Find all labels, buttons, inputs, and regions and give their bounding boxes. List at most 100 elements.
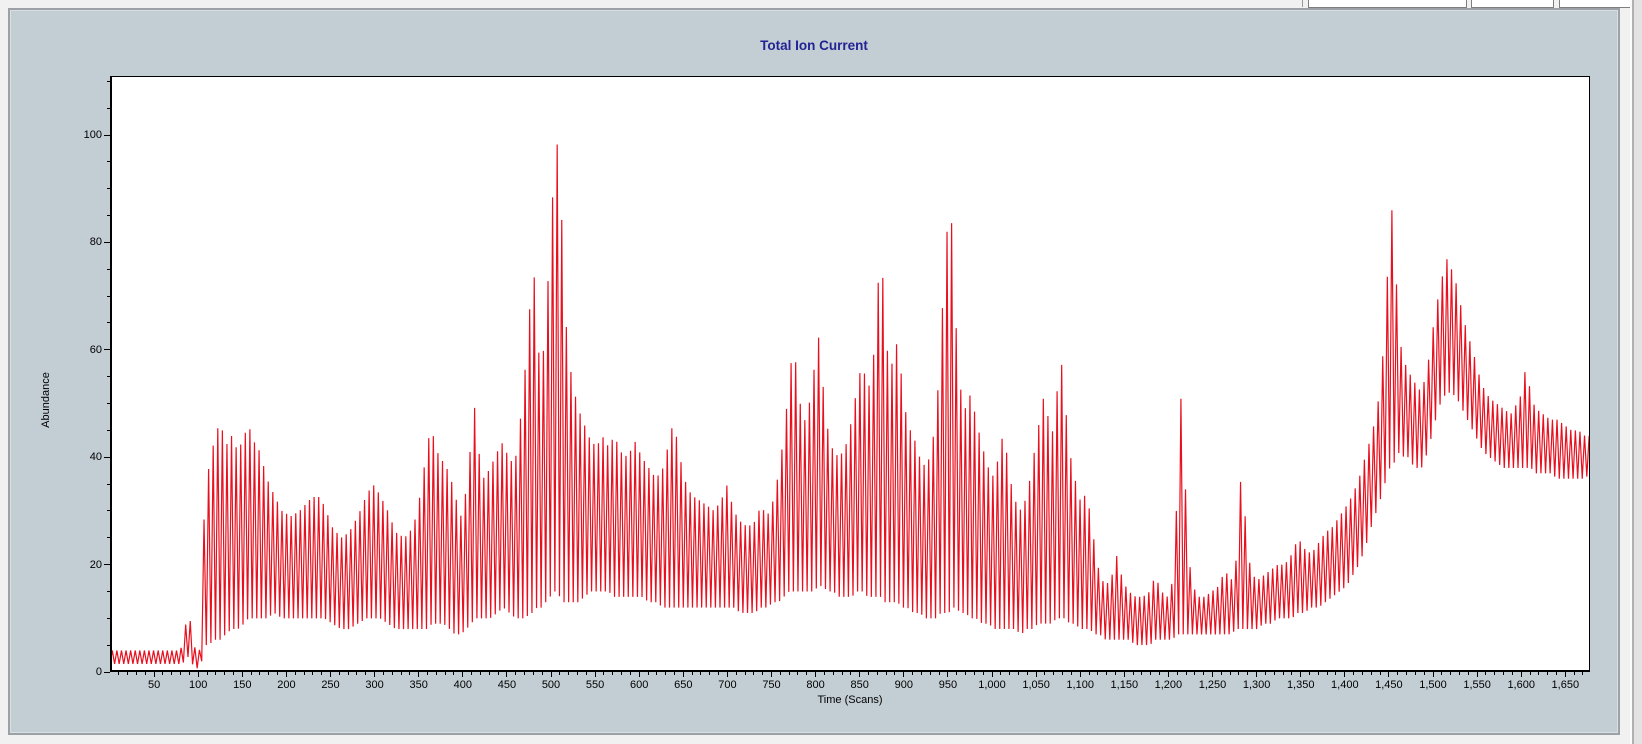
x-major-tick xyxy=(1167,672,1169,677)
x-minor-tick xyxy=(1150,672,1152,675)
x-minor-tick xyxy=(982,672,984,675)
x-tick-label: 1,650 xyxy=(1551,679,1580,691)
x-tick-label: 900 xyxy=(894,679,913,691)
x-tick-label: 700 xyxy=(718,679,737,691)
x-minor-tick xyxy=(1264,672,1266,675)
x-tick-label: 600 xyxy=(630,679,649,691)
y-tick-label: 100 xyxy=(83,129,102,142)
x-minor-tick xyxy=(1000,672,1002,675)
x-minor-tick xyxy=(232,672,234,675)
x-minor-tick xyxy=(1176,672,1178,675)
x-minor-tick xyxy=(1441,672,1443,675)
x-tick-label: 1,350 xyxy=(1286,679,1315,691)
x-minor-tick xyxy=(965,672,967,675)
x-major-tick xyxy=(638,672,640,677)
x-minor-tick xyxy=(700,672,702,675)
x-minor-tick xyxy=(215,672,217,675)
x-tick-label: 450 xyxy=(497,679,517,691)
x-minor-tick xyxy=(1458,672,1460,675)
x-minor-tick xyxy=(1026,672,1028,675)
x-major-tick xyxy=(1344,672,1346,677)
x-minor-tick xyxy=(956,672,958,675)
right-window-edge xyxy=(1630,0,1642,744)
y-minor-tick xyxy=(107,80,110,82)
x-minor-tick xyxy=(1511,672,1513,675)
y-minor-tick xyxy=(107,403,110,405)
x-tick-label: 650 xyxy=(674,679,693,691)
x-minor-tick xyxy=(1220,672,1222,675)
x-minor-tick xyxy=(400,672,402,675)
x-minor-tick xyxy=(1538,672,1540,675)
x-minor-tick xyxy=(1361,672,1363,675)
x-tick-label: 350 xyxy=(409,679,428,691)
x-minor-tick xyxy=(1406,672,1408,675)
x-minor-tick xyxy=(894,672,896,675)
x-minor-tick xyxy=(365,672,367,675)
x-minor-tick xyxy=(488,672,490,675)
x-minor-tick xyxy=(744,672,746,675)
x-minor-tick xyxy=(585,672,587,675)
x-minor-tick xyxy=(850,672,852,675)
x-major-tick xyxy=(418,672,420,677)
x-minor-tick xyxy=(709,672,711,675)
x-tick-label: 1,050 xyxy=(1022,679,1050,691)
x-tick-label: 750 xyxy=(762,679,781,691)
x-minor-tick xyxy=(321,672,323,675)
x-minor-tick xyxy=(1132,672,1134,675)
y-minor-tick xyxy=(107,510,110,512)
x-minor-tick xyxy=(144,672,146,675)
x-minor-tick xyxy=(1547,672,1549,675)
x-minor-tick xyxy=(1467,672,1469,675)
x-minor-tick xyxy=(1317,672,1319,675)
y-tick-label: 80 xyxy=(89,236,102,249)
x-major-tick xyxy=(1432,672,1434,677)
x-minor-tick xyxy=(788,672,790,675)
x-tick-label: 1,550 xyxy=(1463,679,1491,691)
plot-area[interactable] xyxy=(110,76,1590,672)
x-minor-tick xyxy=(656,672,658,675)
x-minor-tick xyxy=(1450,672,1452,675)
x-minor-tick xyxy=(938,672,940,675)
x-minor-tick xyxy=(1106,672,1108,675)
x-minor-tick xyxy=(1159,672,1161,675)
y-minor-tick xyxy=(107,107,110,109)
x-minor-tick xyxy=(1114,672,1116,675)
x-minor-tick xyxy=(303,672,305,675)
x-tick-label: 500 xyxy=(541,679,561,691)
x-minor-tick xyxy=(1185,672,1187,675)
x-minor-tick xyxy=(621,672,623,675)
x-tick-label: 1,400 xyxy=(1331,679,1359,691)
cutoff-box-2[interactable] xyxy=(1471,0,1554,8)
y-minor-tick xyxy=(107,617,110,619)
x-major-tick xyxy=(771,672,772,677)
cutoff-box-1[interactable] xyxy=(1308,0,1467,8)
x-minor-tick xyxy=(1273,672,1275,675)
x-major-tick xyxy=(1256,672,1258,677)
x-minor-tick xyxy=(135,672,137,675)
x-minor-tick xyxy=(1397,672,1399,675)
x-minor-tick xyxy=(1229,672,1231,675)
x-minor-tick xyxy=(532,672,534,675)
y-minor-tick xyxy=(107,268,110,270)
x-major-tick xyxy=(815,672,817,677)
x-minor-tick xyxy=(920,672,922,675)
x-minor-tick xyxy=(268,672,270,675)
x-minor-tick xyxy=(1326,672,1328,675)
cutoff-box-3[interactable] xyxy=(1559,0,1642,8)
x-minor-tick xyxy=(885,672,887,675)
y-minor-tick xyxy=(107,295,110,297)
x-minor-tick xyxy=(1238,672,1240,675)
x-minor-tick xyxy=(1062,672,1064,675)
x-tick-label: 1,600 xyxy=(1507,679,1535,691)
x-major-tick xyxy=(1476,672,1478,677)
y-major-tick xyxy=(104,671,110,673)
y-minor-tick xyxy=(107,215,110,217)
x-minor-tick xyxy=(1282,672,1284,675)
x-major-tick xyxy=(1123,672,1125,677)
x-minor-tick xyxy=(162,672,164,675)
x-minor-tick xyxy=(1247,672,1249,675)
x-minor-tick xyxy=(1088,672,1090,675)
x-minor-tick xyxy=(1194,672,1196,675)
x-minor-tick xyxy=(277,672,279,675)
x-minor-tick xyxy=(1423,672,1425,675)
